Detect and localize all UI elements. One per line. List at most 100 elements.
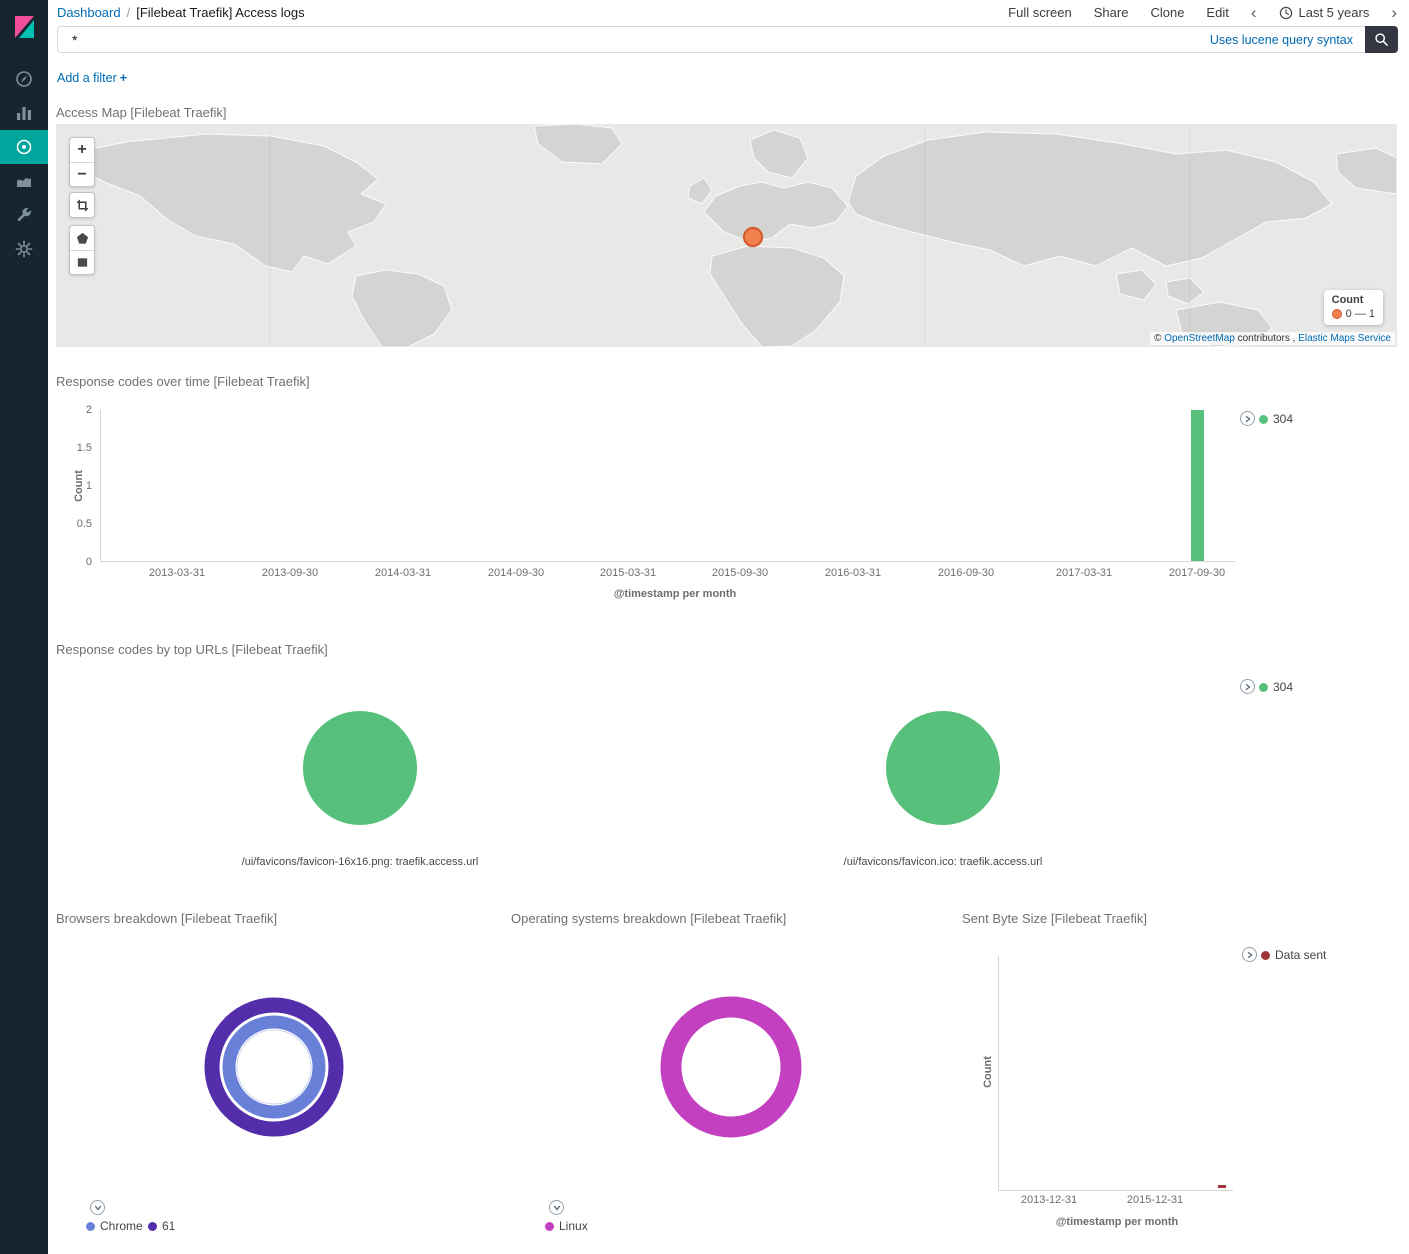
pie-favicon-ico[interactable] — [886, 711, 1000, 825]
sidebar-item-timelion[interactable] — [0, 164, 48, 198]
donut-ring-linux[interactable] — [660, 996, 802, 1138]
sidebar-item-discover[interactable] — [0, 62, 48, 96]
crop-icon — [76, 199, 88, 211]
elastic-maps-link[interactable]: Elastic Maps Service — [1298, 333, 1391, 344]
kibana-logo-icon — [15, 16, 34, 38]
legend-color-dot — [86, 1221, 95, 1231]
sidebar-item-dashboard[interactable] — [0, 130, 48, 164]
sidebar-item-visualize[interactable] — [0, 96, 48, 130]
query-bar: Uses lucene query syntax — [57, 26, 1398, 53]
legend-label: 61 — [162, 1219, 176, 1233]
pie-label-favicon-ico: /ui/favicons/favicon.ico: traefik.access… — [843, 856, 1043, 868]
search-button[interactable] — [1365, 26, 1398, 53]
draw-rectangle-button[interactable] — [70, 250, 94, 274]
polygon-icon — [76, 232, 88, 244]
sidebar-nav — [0, 0, 48, 1254]
legend-color-dot — [1259, 682, 1268, 692]
kibana-logo[interactable] — [0, 6, 48, 48]
edit-button[interactable]: Edit — [1206, 5, 1229, 20]
chevron-right-icon — [1247, 951, 1253, 958]
donut-ring-chrome[interactable] — [222, 1015, 326, 1119]
zoom-in-button[interactable]: + — [70, 138, 94, 162]
breadcrumb: Dashboard / [Filebeat Traefik] Access logs — [57, 5, 305, 20]
time-picker-button[interactable]: Last 5 years — [1279, 5, 1369, 20]
ytick: 1.5 — [76, 442, 92, 454]
discover-icon — [16, 71, 32, 87]
world-map-graphic — [56, 124, 1397, 347]
bytes-ylabel: Count — [982, 1056, 994, 1088]
bytes-x-axis — [998, 1190, 1233, 1191]
legend-item-linux[interactable]: Linux — [545, 1219, 588, 1233]
legend-item-chrome[interactable]: Chrome — [86, 1219, 143, 1233]
xtick: 2013-09-30 — [261, 567, 319, 579]
legend-label: 304 — [1273, 680, 1294, 694]
top-toolbar: Full screen Share Clone Edit ‹ Last 5 ye… — [1008, 3, 1397, 22]
ytick: 2 — [85, 404, 92, 416]
legend-item-data-sent[interactable]: Data sent — [1261, 948, 1326, 962]
legend-toggle-os[interactable] — [549, 1200, 564, 1215]
chevron-down-icon — [94, 1205, 101, 1211]
time-back-button[interactable]: ‹ — [1250, 3, 1257, 22]
xtick: 2013-03-31 — [148, 567, 206, 579]
chevron-right-icon — [1245, 683, 1251, 690]
xtick: 2015-09-30 — [711, 567, 769, 579]
legend-color-dot — [1259, 414, 1268, 424]
bar-304[interactable] — [1191, 410, 1204, 561]
add-filter-button[interactable]: Add a filter + — [57, 71, 127, 85]
breadcrumb-dashboard-link[interactable]: Dashboard — [57, 5, 121, 20]
legend-label: Linux — [559, 1219, 588, 1233]
sidebar-nav-items — [0, 62, 48, 266]
bytes-xlabel: @timestamp per month — [1055, 1216, 1179, 1228]
donut-inner-outline — [236, 1029, 312, 1105]
os-donut — [660, 996, 802, 1138]
zoom-out-button[interactable]: − — [70, 162, 94, 186]
xtick: 2016-03-31 — [824, 567, 882, 579]
rectangle-icon — [77, 258, 87, 267]
share-button[interactable]: Share — [1093, 5, 1129, 20]
query-input[interactable] — [70, 30, 1202, 49]
map-legend: Count 0 — 1 — [1323, 290, 1383, 325]
os-panel-title: Operating systems breakdown [Filebeat Tr… — [511, 911, 787, 926]
legend-label: Data sent — [1275, 948, 1327, 962]
xtick: 2017-09-30 — [1168, 567, 1226, 579]
draw-polygon-button[interactable] — [70, 226, 94, 250]
clone-button[interactable]: Clone — [1150, 5, 1185, 20]
ytick: 0 — [85, 556, 92, 568]
query-input-wrap: Uses lucene query syntax — [57, 26, 1365, 53]
map-legend-range: 0 — 1 — [1345, 308, 1375, 320]
bytes-panel-title: Sent Byte Size [Filebeat Traefik] — [962, 911, 1147, 926]
full-screen-button[interactable]: Full screen — [1008, 5, 1072, 20]
xtick: 2015-12-31 — [1126, 1194, 1184, 1206]
legend-item-61[interactable]: 61 — [148, 1219, 175, 1233]
search-icon — [1375, 33, 1388, 46]
xtick: 2017-03-31 — [1055, 567, 1113, 579]
add-filter-plus-icon: + — [119, 71, 128, 85]
legend-toggle-bytes[interactable] — [1242, 947, 1257, 962]
top-urls-panel-title: Response codes by top URLs [Filebeat Tra… — [56, 642, 328, 657]
time-forward-button[interactable]: › — [1391, 3, 1397, 22]
legend-item-304-urls[interactable]: 304 — [1259, 680, 1293, 694]
map-legend-title: Count — [1331, 294, 1364, 306]
legend-toggle-top-urls[interactable] — [1240, 679, 1255, 694]
legend-toggle-browsers[interactable] — [90, 1200, 105, 1215]
sidebar-item-dev-tools[interactable] — [0, 198, 48, 232]
map-draw-control — [69, 225, 95, 275]
legend-item-304-time[interactable]: 304 — [1259, 412, 1293, 426]
breadcrumb-current: [Filebeat Traefik] Access logs — [136, 5, 305, 20]
legend-label: 304 — [1273, 412, 1294, 426]
donut-ring-61[interactable] — [204, 997, 344, 1137]
legend-toggle-response-time[interactable] — [1240, 411, 1255, 426]
xtick: 2014-09-30 — [487, 567, 545, 579]
map-attribution: © OpenStreetMap contributors , Elastic M… — [1150, 332, 1395, 345]
fit-bounds-button[interactable] — [70, 193, 94, 217]
pie-favicon-16x16[interactable] — [303, 711, 417, 825]
osm-link[interactable]: OpenStreetMap — [1164, 333, 1235, 344]
ytick: 1 — [85, 480, 92, 492]
lucene-syntax-link[interactable]: Uses lucene query syntax — [1209, 32, 1353, 47]
sidebar-item-management[interactable] — [0, 232, 48, 266]
access-map[interactable]: + − Count — [56, 124, 1397, 347]
visualize-icon — [17, 107, 31, 120]
geo-point-marker[interactable] — [742, 226, 764, 248]
data-sent-series-mark[interactable] — [1218, 1185, 1226, 1188]
map-fit-control — [69, 192, 95, 218]
